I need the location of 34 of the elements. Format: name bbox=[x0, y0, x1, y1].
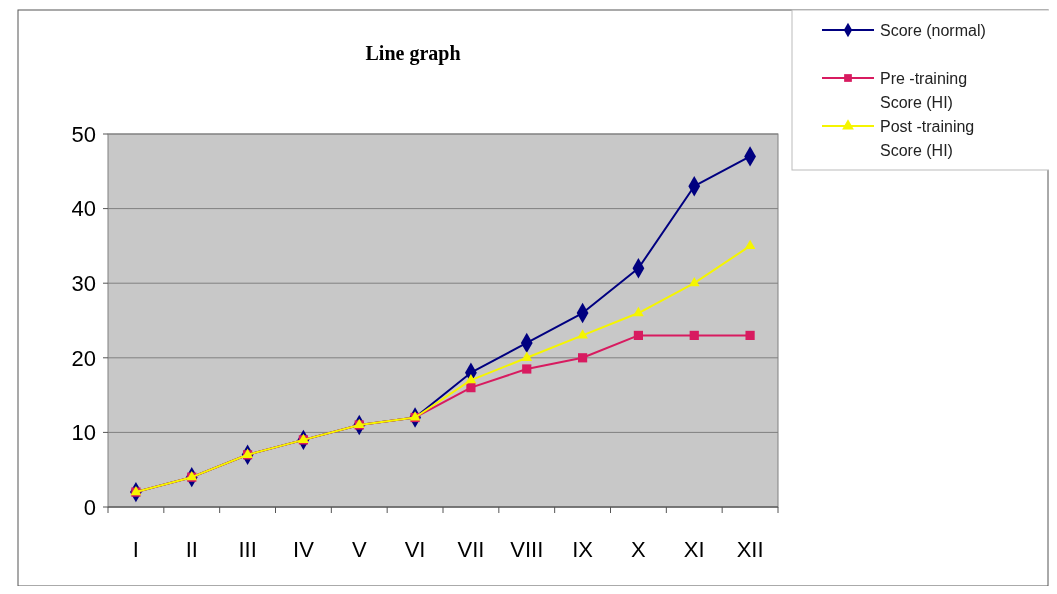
point bbox=[744, 239, 756, 249]
y-tick-label: 20 bbox=[71, 345, 96, 371]
y-tick-label: 30 bbox=[71, 270, 96, 296]
legend-label: Post -training Score (HI) bbox=[880, 117, 975, 159]
x-tick-label: IV bbox=[293, 537, 315, 562]
x-tick-label: XII bbox=[736, 537, 764, 562]
point bbox=[521, 351, 533, 361]
point bbox=[633, 330, 644, 341]
x-tick-label: VII bbox=[457, 537, 485, 562]
x-tick-label: III bbox=[238, 537, 257, 562]
y-tick-label: 40 bbox=[71, 196, 96, 222]
legend-label: Pre -training Score (HI) bbox=[880, 69, 968, 111]
legend-label: Score (normal) bbox=[880, 21, 986, 39]
x-tick-label: I bbox=[132, 537, 139, 562]
point bbox=[633, 306, 644, 317]
x-tick-label: X bbox=[631, 537, 647, 562]
y-tick-label: 0 bbox=[83, 494, 96, 520]
point bbox=[577, 329, 588, 339]
y-tick-label: 50 bbox=[71, 121, 96, 147]
x-tick-label: II bbox=[185, 537, 198, 562]
chart-title: Line graph bbox=[365, 42, 461, 65]
point bbox=[466, 383, 476, 393]
x-tick-label: XI bbox=[683, 537, 705, 562]
x-tick-label: VIII bbox=[510, 537, 544, 562]
x-tick-label: VI bbox=[404, 537, 426, 562]
point bbox=[465, 373, 477, 384]
point bbox=[522, 364, 532, 374]
point bbox=[745, 330, 755, 341]
point bbox=[689, 330, 699, 341]
y-tick-label: 10 bbox=[71, 420, 96, 446]
point bbox=[577, 353, 588, 363]
point bbox=[688, 277, 700, 287]
x-tick-label: V bbox=[351, 537, 367, 562]
x-tick-label: IX bbox=[572, 537, 594, 562]
